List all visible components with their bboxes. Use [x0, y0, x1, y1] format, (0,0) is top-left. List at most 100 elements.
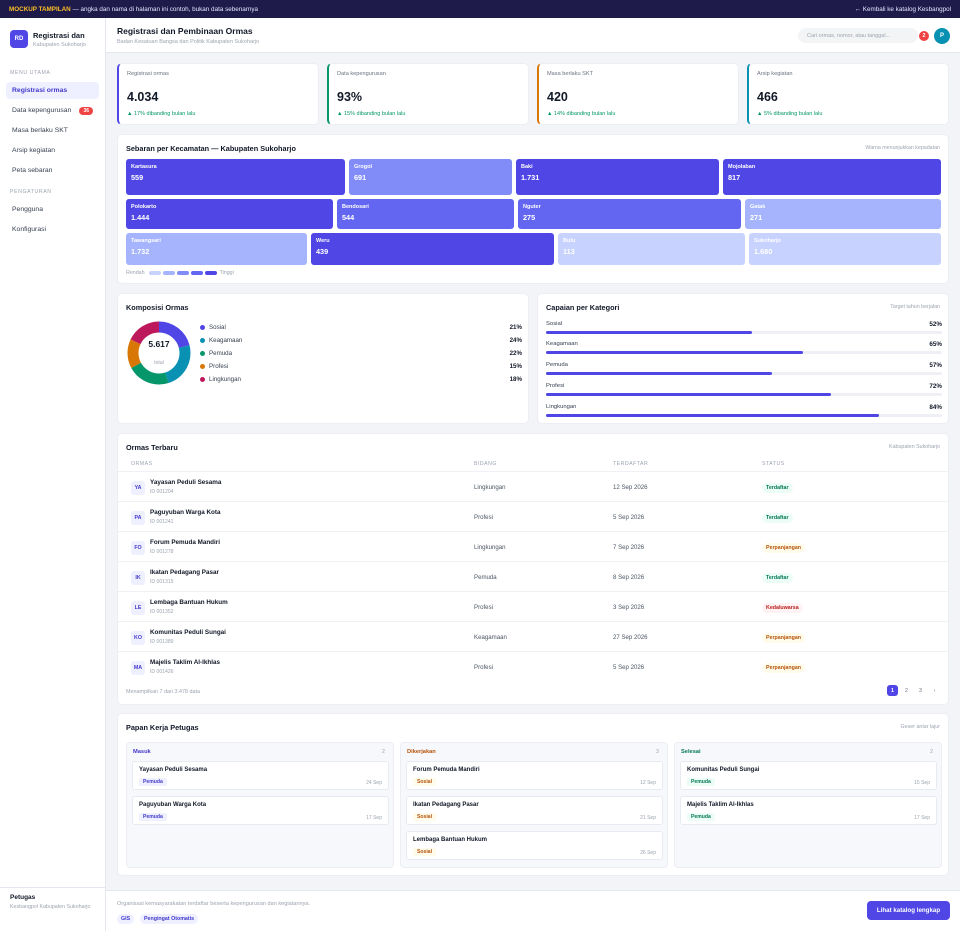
card-title: Capaian per Kategori — [546, 303, 620, 312]
kanban-card-item[interactable]: Komunitas Peduli Sungai Pemuda 15 Sep — [680, 761, 937, 790]
back-to-catalog-link[interactable]: ← Kembali ke katalog Kesbangpol — [854, 5, 951, 13]
sidebar: RD Registrasi dan Kabupaten Sukoharjo ME… — [0, 18, 106, 931]
notification-badge[interactable]: 2 — [919, 31, 929, 41]
donut-slice-pemuda — [127, 321, 191, 385]
kanban-card-item[interactable]: Ikatan Pedagang Pasar Sosial 21 Sep — [406, 796, 663, 825]
table-row[interactable]: LE Lembaga Bantuan Hukum ID 001352 Profesi 3… — [118, 591, 949, 621]
nav-section-main: MENU UTAMA — [10, 70, 51, 76]
org-initials: MA — [131, 661, 145, 675]
district-value: 271 — [750, 213, 763, 222]
sidebar-item-label: Data kepengurusan — [12, 107, 72, 114]
district-value: 113 — [563, 247, 575, 256]
status-badge: Kedaluwarsa — [762, 603, 803, 613]
legend-row: Keagamaan 24% — [200, 334, 522, 347]
district-tile-gatak[interactable]: Gatak 271 — [745, 199, 941, 229]
table-row[interactable]: YA Yayasan Peduli Sesama ID 001204 Lingkung… — [118, 471, 949, 501]
achievement-row: Lingkungan 84% — [546, 404, 942, 417]
district-tile-polokarto[interactable]: Polokarto 1.444 — [126, 199, 333, 229]
page-button-2[interactable]: 2 — [905, 687, 908, 694]
kanban-card-item[interactable]: Paguyuban Warga Kota Pemuda 17 Sep — [132, 796, 389, 825]
avatar[interactable]: P — [934, 28, 950, 44]
district-name: Bendosari — [342, 204, 369, 210]
kanban-column-dikerjakan: Dikerjakan 3 Forum Pemuda Mandiri Sosial 12 … — [400, 742, 668, 868]
kanban-card-item[interactable]: Majelis Taklim Al-Ikhlas Pemuda 17 Sep — [680, 796, 937, 825]
sidebar-item-registrasi[interactable]: Registrasi ormas — [6, 82, 99, 99]
sidebar-item-peta[interactable]: Peta sebaran — [6, 162, 99, 179]
org-initials: LE — [131, 601, 145, 615]
category-percent: 52% — [929, 321, 942, 328]
kanban-card-item[interactable]: Forum Pemuda Mandiri Sosial 12 Sep — [406, 761, 663, 790]
column-title: Dikerjakan — [407, 749, 436, 755]
district-value: 439 — [316, 247, 329, 256]
org-name[interactable]: Majelis Taklim Al-Ikhlas — [150, 659, 220, 666]
org-name[interactable]: Paguyuban Warga Kota — [150, 509, 221, 516]
sidebar-item-label: Registrasi ormas — [12, 87, 68, 94]
district-tile-baki[interactable]: Baki 1.731 — [516, 159, 719, 195]
district-value: 1.680 — [754, 247, 773, 256]
category-label: Lingkungan — [546, 404, 577, 410]
donut-total: 5.617 — [148, 339, 170, 349]
table-row[interactable]: IK Ikatan Pedagang Pasar ID 001315 Pemuda 8 … — [118, 561, 949, 591]
district-tile-grogol[interactable]: Grogol 691 — [349, 159, 512, 195]
task-title: Majelis Taklim Al-Ikhlas — [687, 802, 754, 808]
legend-label: Sosial — [209, 324, 226, 331]
sidebar-item-skt[interactable]: Masa berlaku SKT — [6, 122, 99, 139]
next-page-button[interactable]: › — [933, 687, 936, 694]
legend-row: Pemuda 22% — [200, 347, 522, 360]
donut-slice-keagamaan — [127, 321, 191, 385]
category-label: Profesi — [546, 383, 565, 389]
brand: RD Registrasi dan Kabupaten Sukoharjo — [0, 18, 105, 48]
district-map-card: Sebaran per Kecamatan — Kabupaten Sukoha… — [117, 134, 949, 284]
column-count: 3 — [656, 749, 659, 755]
district-value: 544 — [342, 213, 355, 222]
kpi-label: Data kepengurusan — [337, 71, 386, 77]
district-tile-weru[interactable]: Weru 439 — [311, 233, 554, 265]
view-catalog-button[interactable]: Lihat katalog lengkap — [867, 901, 950, 920]
org-initials: KO — [131, 631, 145, 645]
page-title: Registrasi dan Pembinaan Ormas — [117, 26, 253, 36]
achievement-row: Keagamaan 65% — [546, 341, 942, 354]
district-value: 817 — [728, 173, 741, 182]
achievement-row: Profesi 72% — [546, 383, 942, 396]
org-name[interactable]: Forum Pemuda Mandiri — [150, 539, 220, 546]
org-name[interactable]: Komunitas Peduli Sungai — [150, 629, 226, 636]
column-count: 2 — [930, 749, 933, 755]
progress-fill — [546, 331, 752, 334]
district-tile-tawangsari[interactable]: Tawangsari 1.732 — [126, 233, 307, 265]
sidebar-item-arsip[interactable]: Arsip kegiatan — [6, 142, 99, 159]
mockup-banner: MOCKUP TAMPILAN — angka dan nama di hala… — [0, 0, 960, 18]
sidebar-item-pengguna[interactable]: Pengguna — [6, 201, 99, 218]
org-name[interactable]: Yayasan Peduli Sesama — [150, 479, 222, 486]
search-input[interactable]: Cari ormas, nomor, atau tanggal... — [798, 28, 918, 43]
kpi-change: ▲ 15% dibanding bulan lalu — [337, 111, 406, 117]
page-button-3[interactable]: 3 — [919, 687, 922, 694]
legend-swatch — [190, 271, 203, 275]
composition-donut — [127, 321, 191, 385]
kpi-label: Masa berlaku SKT — [547, 71, 594, 77]
district-tile-bulu[interactable]: Bulu 113 — [558, 233, 745, 265]
legend-percent: 15% — [509, 363, 522, 370]
table-row[interactable]: KO Komunitas Peduli Sungai ID 001389 Keagam… — [118, 621, 949, 651]
table-row[interactable]: FO Forum Pemuda Mandiri ID 001278 Lingkunga… — [118, 531, 949, 561]
page-button-1[interactable]: 1 — [887, 685, 898, 696]
sidebar-item-kepengurusan[interactable]: Data kepengurusan 36 — [6, 102, 99, 119]
table-row[interactable]: PA Paguyuban Warga Kota ID 001241 Profesi 5 … — [118, 501, 949, 531]
district-tile-mojolaban[interactable]: Mojolaban 817 — [723, 159, 941, 195]
column-header: TERDAFTAR — [613, 461, 649, 467]
district-name: Weru — [316, 238, 330, 244]
legend-percent: 18% — [509, 376, 522, 383]
table-row[interactable]: MA Majelis Taklim Al-Ikhlas ID 001426 Profe… — [118, 651, 949, 681]
kanban-card-item[interactable]: Yayasan Peduli Sesama Pemuda 24 Sep — [132, 761, 389, 790]
category-percent: 65% — [929, 341, 942, 348]
district-tile-sukoharjo[interactable]: Sukoharjo 1.680 — [749, 233, 941, 265]
org-name[interactable]: Lembaga Bantuan Hukum — [150, 599, 228, 606]
status-badge: Perpanjangan — [762, 663, 806, 673]
card-title: Komposisi Ormas — [126, 303, 189, 312]
org-field: Lingkungan — [474, 544, 506, 551]
district-tile-nguter[interactable]: Nguter 275 — [518, 199, 741, 229]
kanban-card-item[interactable]: Lembaga Bantuan Hukum Sosial 26 Sep — [406, 831, 663, 860]
district-tile-bendosari[interactable]: Bendosari 544 — [337, 199, 514, 229]
sidebar-item-konfigurasi[interactable]: Konfigurasi — [6, 221, 99, 238]
org-name[interactable]: Ikatan Pedagang Pasar — [150, 569, 219, 576]
district-tile-kartasura[interactable]: Kartasura 559 — [126, 159, 345, 195]
